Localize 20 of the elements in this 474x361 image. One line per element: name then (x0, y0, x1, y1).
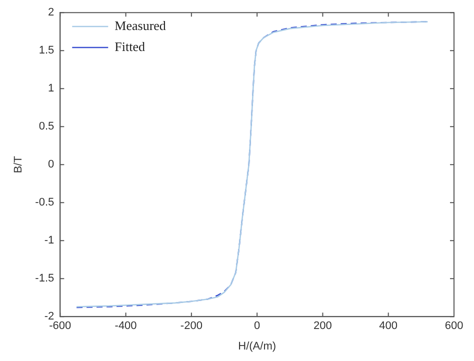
y-tick-label: -2 (44, 310, 54, 323)
legend-label: Fitted (114, 38, 146, 54)
x-tick-label: -200 (180, 320, 202, 332)
y-tick-label: -1.5 (35, 272, 54, 285)
y-tick-label: -1 (44, 234, 54, 247)
x-tick-label: 400 (379, 320, 398, 332)
x-tick-label: 0 (254, 320, 260, 332)
y-tick-label: 0.5 (38, 120, 54, 133)
legend-label: Measured (114, 18, 166, 33)
x-tick-label: -600 (49, 320, 72, 332)
y-tick-label: -0.5 (35, 196, 54, 209)
y-tick-label: 1 (48, 82, 54, 95)
y-tick-label: 2 (48, 6, 54, 19)
x-tick-label: 600 (444, 320, 464, 332)
y-axis-title: B/T (12, 156, 25, 174)
y-tick-label: 0 (48, 158, 54, 171)
x-tick-label: -400 (114, 320, 137, 332)
y-tick-label: 1.5 (38, 44, 54, 57)
x-axis-title: H/(A/m) (238, 340, 276, 352)
x-tick-label: 200 (314, 320, 332, 332)
